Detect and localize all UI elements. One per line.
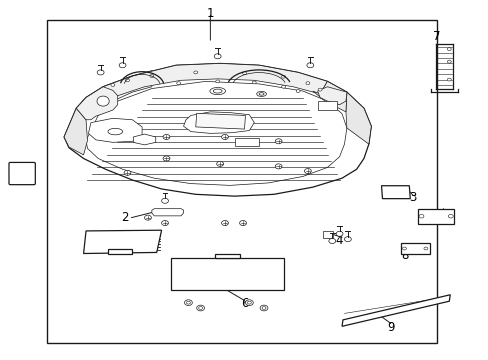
Polygon shape <box>195 113 245 129</box>
Circle shape <box>163 156 169 161</box>
Circle shape <box>247 301 251 304</box>
Circle shape <box>144 215 151 220</box>
Circle shape <box>281 85 285 88</box>
Circle shape <box>161 221 168 226</box>
Bar <box>47 21 436 343</box>
Circle shape <box>242 72 246 75</box>
Polygon shape <box>312 81 346 112</box>
Ellipse shape <box>108 129 122 135</box>
Text: 8: 8 <box>401 249 408 262</box>
Circle shape <box>221 221 228 226</box>
Circle shape <box>304 168 311 174</box>
Ellipse shape <box>97 96 109 106</box>
Ellipse shape <box>259 93 264 95</box>
Circle shape <box>176 82 180 85</box>
Polygon shape <box>76 71 152 120</box>
Polygon shape <box>171 258 283 291</box>
Circle shape <box>239 221 246 226</box>
Circle shape <box>344 237 350 242</box>
Bar <box>234 138 259 146</box>
Circle shape <box>184 300 192 306</box>
Circle shape <box>186 301 190 304</box>
Text: 1: 1 <box>206 7 214 20</box>
Circle shape <box>119 63 126 68</box>
Polygon shape <box>76 87 118 120</box>
Circle shape <box>97 70 104 75</box>
Polygon shape <box>341 295 449 326</box>
Circle shape <box>124 170 131 175</box>
Polygon shape <box>98 63 327 108</box>
Circle shape <box>447 48 450 50</box>
Circle shape <box>161 198 168 203</box>
Circle shape <box>193 71 197 74</box>
Circle shape <box>335 231 342 236</box>
Polygon shape <box>215 253 239 258</box>
Bar <box>400 243 429 253</box>
Circle shape <box>221 134 228 139</box>
Circle shape <box>198 307 202 310</box>
Circle shape <box>447 60 450 63</box>
Circle shape <box>281 75 285 78</box>
Circle shape <box>305 82 309 85</box>
Circle shape <box>423 247 427 250</box>
Text: 3: 3 <box>408 192 416 204</box>
Circle shape <box>275 139 282 144</box>
Circle shape <box>245 300 253 306</box>
FancyBboxPatch shape <box>9 162 35 185</box>
Text: 4: 4 <box>335 234 343 247</box>
Polygon shape <box>86 81 346 185</box>
Circle shape <box>163 134 169 139</box>
Ellipse shape <box>256 91 266 96</box>
Circle shape <box>260 305 267 311</box>
Text: 2: 2 <box>121 211 128 224</box>
Circle shape <box>447 78 450 81</box>
Polygon shape <box>64 63 370 196</box>
Circle shape <box>262 307 265 310</box>
Ellipse shape <box>209 87 225 95</box>
Circle shape <box>402 247 406 250</box>
Ellipse shape <box>213 89 222 93</box>
Circle shape <box>125 79 129 82</box>
Polygon shape <box>64 108 87 155</box>
Polygon shape <box>417 209 453 224</box>
Polygon shape <box>317 87 346 105</box>
Circle shape <box>214 54 221 59</box>
Text: 10: 10 <box>439 208 453 221</box>
Circle shape <box>447 215 452 218</box>
Polygon shape <box>108 249 132 253</box>
Circle shape <box>306 63 313 68</box>
Bar <box>322 230 332 238</box>
Circle shape <box>196 305 204 311</box>
Text: 6: 6 <box>240 297 248 310</box>
Circle shape <box>418 215 423 218</box>
Polygon shape <box>183 112 254 134</box>
Polygon shape <box>152 209 183 216</box>
Polygon shape <box>381 186 409 199</box>
Text: 9: 9 <box>386 320 394 333</box>
Polygon shape <box>133 134 156 145</box>
Bar <box>317 101 336 110</box>
Circle shape <box>275 164 282 169</box>
Text: 5: 5 <box>87 242 94 255</box>
Circle shape <box>252 81 256 84</box>
Text: 11: 11 <box>12 163 27 176</box>
Circle shape <box>318 88 322 91</box>
Circle shape <box>328 238 335 243</box>
Circle shape <box>296 90 300 93</box>
Circle shape <box>215 80 219 83</box>
Circle shape <box>150 75 154 77</box>
Circle shape <box>216 161 223 166</box>
Polygon shape <box>345 92 370 144</box>
Circle shape <box>111 84 115 86</box>
Polygon shape <box>83 230 161 253</box>
Text: 7: 7 <box>432 30 440 43</box>
Polygon shape <box>88 118 142 142</box>
